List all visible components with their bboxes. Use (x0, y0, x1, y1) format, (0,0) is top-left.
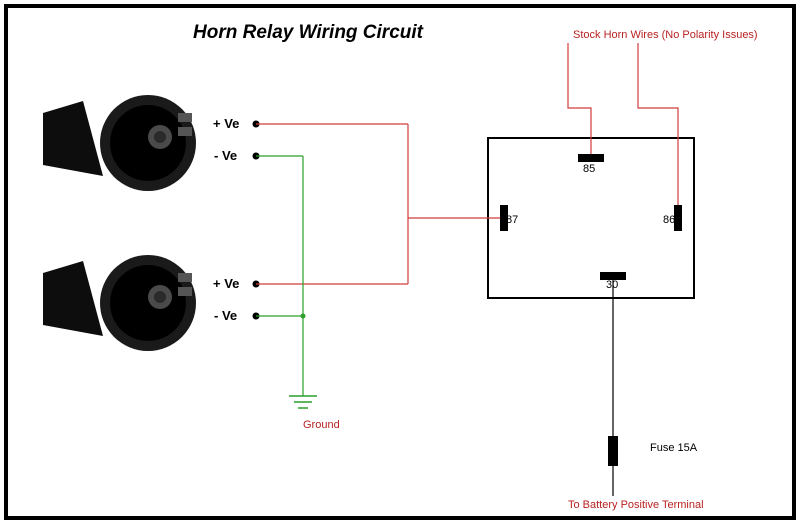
svg-text:+ Ve: + Ve (213, 276, 239, 291)
svg-text:- Ve: - Ve (214, 308, 237, 323)
svg-text:Fuse 15A: Fuse 15A (650, 442, 698, 454)
svg-text:86: 86 (663, 214, 675, 226)
svg-text:85: 85 (583, 163, 595, 175)
horn-icon (43, 255, 196, 351)
diagram-frame: Horn Relay Wiring Circuit Stock Horn Wire… (4, 4, 796, 520)
svg-text:+ Ve: + Ve (213, 116, 239, 131)
svg-text:Ground: Ground (303, 419, 340, 431)
relay-pin-86 (674, 205, 682, 231)
svg-text:Stock Horn Wires (No Polarity: Stock Horn Wires (No Polarity Issues) (573, 29, 758, 41)
relay-pin-85 (578, 154, 604, 162)
fuse-symbol (608, 436, 618, 466)
svg-text:30: 30 (606, 279, 618, 291)
svg-text:Horn Relay Wiring Circuit: Horn Relay Wiring Circuit (193, 22, 424, 43)
svg-text:To Battery Positive Terminal: To Battery Positive Terminal (568, 499, 704, 511)
relay-pin-87 (500, 205, 508, 231)
horn-icon (43, 95, 196, 191)
diagram-svg: Horn Relay Wiring Circuit Stock Horn Wire… (8, 8, 800, 524)
relay-pin-30 (600, 272, 626, 280)
svg-text:- Ve: - Ve (214, 148, 237, 163)
